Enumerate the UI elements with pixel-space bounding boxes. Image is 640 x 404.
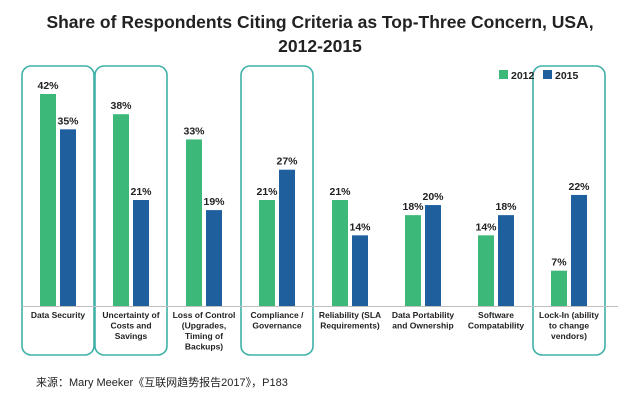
category-label-3-line-0: Compliance /: [251, 310, 305, 320]
value-label-2015-1: 21%: [130, 186, 152, 198]
highlight-box-0: [21, 65, 95, 356]
bar-2012-6: [478, 235, 494, 306]
bar-2015-3: [279, 169, 295, 306]
value-label-2015-4: 14%: [349, 221, 371, 233]
legend: 2012 2015: [499, 70, 579, 82]
category-label-6-line-1: Compatability: [468, 321, 524, 331]
value-label-2012-5: 18%: [402, 201, 424, 213]
value-label-2015-5: 20%: [422, 191, 444, 203]
category-label-2-line-2: Timing of: [185, 331, 223, 341]
bar-2012-2: [186, 139, 202, 306]
legend-swatch-2012: [499, 70, 508, 79]
bar-2012-5: [405, 215, 421, 306]
bar-2012-1: [113, 114, 129, 306]
value-label-2015-0: 35%: [57, 115, 79, 127]
bar-2012-3: [259, 200, 275, 306]
value-label-2012-6: 14%: [475, 221, 497, 233]
category-label-2-line-0: Loss of Control: [173, 310, 236, 320]
category-label-4-line-1: Requirements): [320, 321, 380, 331]
bar-2015-7: [571, 194, 587, 306]
bar-2012-7: [551, 270, 567, 306]
legend-label-2012: 2012: [511, 70, 535, 82]
bar-2015-6: [498, 215, 514, 306]
value-label-2015-6: 18%: [495, 201, 517, 213]
bar-2015-0: [60, 129, 76, 306]
category-label-2-line-3: Backups): [185, 342, 223, 352]
bar-2015-5: [425, 205, 441, 306]
chart-title: Share of Respondents Citing Criteria as …: [46, 12, 593, 32]
category-label-7-line-2: vendors): [551, 331, 587, 341]
bar-2012-0: [40, 94, 56, 306]
bars: [40, 94, 587, 306]
legend-label-2015: 2015: [555, 70, 579, 82]
category-label-2-line-1: (Upgrades,: [182, 321, 226, 331]
bar-2015-1: [133, 200, 149, 306]
bar-2015-4: [352, 235, 368, 306]
category-label-3-line-1: Governance: [252, 321, 301, 331]
value-label-2012-0: 42%: [37, 80, 59, 92]
bar-2012-4: [332, 200, 348, 306]
value-label-2012-3: 21%: [256, 186, 278, 198]
value-label-2012-7: 7%: [551, 257, 567, 269]
category-label-5-line-0: Data Portability: [392, 310, 455, 320]
value-label-2015-2: 19%: [203, 196, 225, 208]
category-label-7-line-1: to change: [549, 321, 589, 331]
category-label-1-line-2: Savings: [115, 331, 148, 341]
highlight-boxes: [21, 65, 606, 356]
category-label-6-line-0: Software: [478, 310, 514, 320]
category-label-0-line-0: Data Security: [31, 310, 86, 320]
category-label-1-line-0: Uncertainty of: [102, 310, 159, 320]
value-label-2012-1: 38%: [110, 100, 132, 112]
source-note: 来源：Mary Meeker《互联网趋势报告2017》，P183: [36, 375, 288, 389]
category-label-4-line-0: Reliability (SLA: [319, 310, 381, 320]
value-label-2012-4: 21%: [329, 186, 351, 198]
value-label-2015-7: 22%: [568, 181, 590, 193]
bar-2015-2: [206, 210, 222, 306]
highlight-box-1: [94, 65, 168, 356]
value-label-2015-3: 27%: [276, 156, 298, 168]
category-label-1-line-1: Costs and: [110, 321, 151, 331]
chart-subtitle: 2012-2015: [278, 36, 362, 56]
category-label-5-line-1: and Ownership: [392, 321, 453, 331]
value-label-2012-2: 33%: [183, 125, 205, 137]
highlight-box-3: [240, 65, 314, 356]
highlight-box-7: [532, 65, 606, 356]
value-labels: 42% 38% 33% 21% 21% 18% 14% 7% 35% 21% 19% 27% 14% 20…: [37, 80, 590, 269]
legend-swatch-2015: [543, 70, 552, 79]
category-label-7-line-0: Lock-In (ability: [539, 310, 599, 320]
